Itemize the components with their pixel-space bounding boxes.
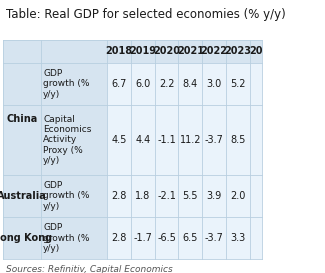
Bar [178,175,202,217]
Bar [3,63,41,105]
Bar [202,40,226,63]
Text: 4.4: 4.4 [135,135,150,145]
Bar [3,40,41,63]
Bar [250,217,262,259]
Text: -6.5: -6.5 [157,233,176,243]
Text: 2020: 2020 [153,46,180,56]
Bar [3,175,41,217]
Bar [131,40,155,63]
Bar [107,40,131,63]
Bar [131,217,155,259]
Bar [41,175,107,217]
Text: 2.8: 2.8 [111,233,127,243]
Bar [155,175,178,217]
Bar [107,63,131,105]
Bar [178,40,202,63]
Text: 2022: 2022 [201,46,228,56]
Text: Capital
Economics
Activity
Proxy (%
y/y): Capital Economics Activity Proxy (% y/y) [43,115,92,165]
Bar [41,63,107,105]
Text: 6.7: 6.7 [111,79,127,89]
Text: Table: Real GDP for selected economies (% y/y): Table: Real GDP for selected economies (… [6,8,286,21]
Text: 6.5: 6.5 [183,233,198,243]
Bar [178,105,202,175]
Text: 2.8: 2.8 [111,191,127,201]
Bar [3,217,41,259]
Text: 5.5: 5.5 [183,191,198,201]
Bar [155,40,178,63]
Text: 2.0: 2.0 [230,191,245,201]
Bar [202,63,226,105]
Text: 8.4: 8.4 [183,79,198,89]
Text: 3.3: 3.3 [230,233,245,243]
Bar [155,217,178,259]
Bar [250,63,262,105]
Bar [178,217,202,259]
Bar [250,40,262,63]
Bar [155,63,178,105]
Text: 3.9: 3.9 [206,191,222,201]
Bar [3,105,41,175]
Text: -3.7: -3.7 [204,135,224,145]
Bar [226,105,250,175]
Text: 20: 20 [249,46,263,56]
Bar [226,40,250,63]
Text: 2018: 2018 [106,46,133,56]
Text: 8.5: 8.5 [230,135,245,145]
Bar [226,63,250,105]
Bar [226,175,250,217]
Text: 6.0: 6.0 [135,79,150,89]
Text: Sources: Refinitiv, Capital Economics: Sources: Refinitiv, Capital Economics [6,265,173,273]
Text: -1.7: -1.7 [133,233,152,243]
Bar [202,217,226,259]
Bar [202,105,226,175]
Bar [41,40,107,63]
Text: 11.2: 11.2 [179,135,201,145]
Bar [107,105,131,175]
Bar [202,175,226,217]
Bar [107,175,131,217]
Text: 5.2: 5.2 [230,79,245,89]
Bar [131,63,155,105]
Text: 4.5: 4.5 [111,135,127,145]
Text: -2.1: -2.1 [157,191,176,201]
Text: 3.0: 3.0 [206,79,222,89]
Text: 2.2: 2.2 [159,79,174,89]
Text: 2023: 2023 [224,46,251,56]
Bar [131,105,155,175]
Text: GDP
growth (%
y/y): GDP growth (% y/y) [43,69,90,99]
Text: 2021: 2021 [177,46,204,56]
Text: Australia: Australia [0,191,47,201]
Bar [226,217,250,259]
Bar [155,105,178,175]
Bar [131,175,155,217]
Text: -1.1: -1.1 [157,135,176,145]
Text: 2019: 2019 [129,46,156,56]
Bar [178,63,202,105]
Bar [41,217,107,259]
Text: -3.7: -3.7 [204,233,224,243]
Bar [107,217,131,259]
Text: GDP
growth (%
y/y): GDP growth (% y/y) [43,223,90,253]
Text: 1.8: 1.8 [135,191,150,201]
Text: China: China [6,114,38,124]
Bar [250,175,262,217]
Bar [41,105,107,175]
Bar [250,105,262,175]
Text: GDP
growth (%
y/y): GDP growth (% y/y) [43,181,90,211]
Text: Hong Kong: Hong Kong [0,233,52,243]
